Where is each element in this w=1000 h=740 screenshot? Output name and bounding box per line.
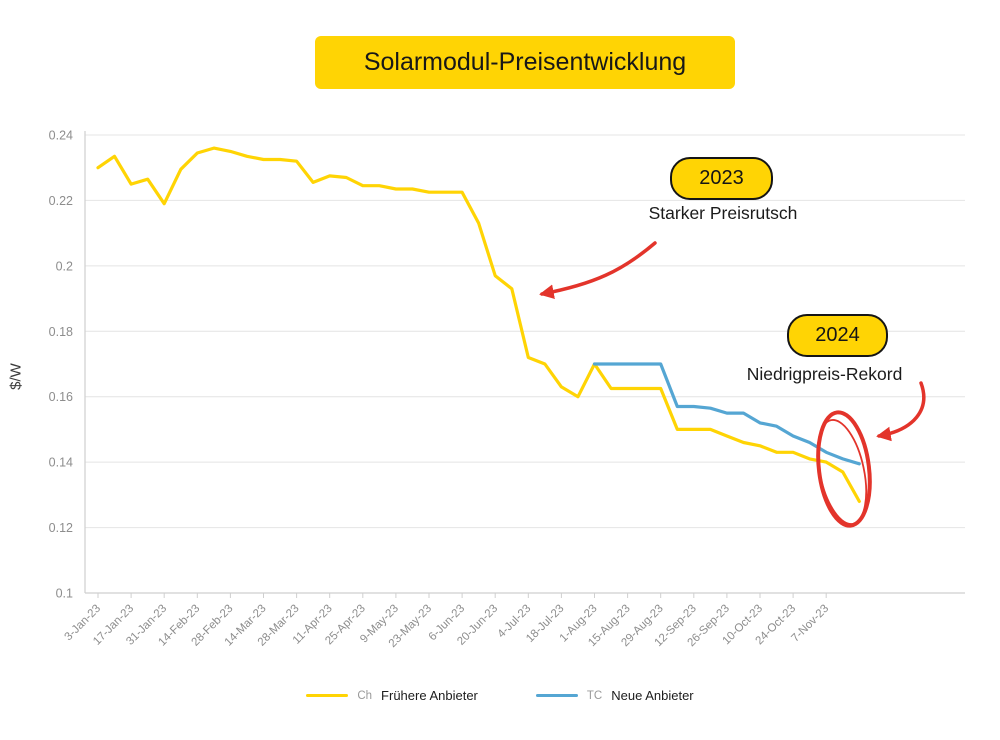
y-tick-label: 0.16 <box>49 390 73 404</box>
page-title: Solarmodul-Preisentwicklung <box>315 36 735 89</box>
y-tick-label: 0.22 <box>49 194 73 208</box>
record-low-circle-inner <box>816 419 868 525</box>
legend-item-neue-anbieter[interactable]: TC Neue Anbieter <box>535 688 694 703</box>
legend-label-neue: Neue Anbieter <box>611 688 694 703</box>
legend: Ch Frühere Anbieter TC Neue Anbieter <box>0 688 1000 703</box>
badge-2023-text: 2023 <box>699 167 744 189</box>
legend-swatch-blue <box>535 694 578 697</box>
y-tick-label: 0.1 <box>56 587 73 601</box>
series-line-TC <box>592 362 861 466</box>
legend-label-fruehere: Frühere Anbieter <box>381 688 478 703</box>
series-line-Ch <box>96 146 861 503</box>
y-tick-label: 0.2 <box>56 259 73 273</box>
y-tick-label: 0.12 <box>49 521 73 535</box>
annotation-2024-text: Niedrigpreis-Rekord <box>746 364 903 384</box>
annotation-2023-text: Starker Preisrutsch <box>648 203 798 223</box>
y-tick-label: 0.14 <box>49 456 73 470</box>
badge-2024-text: 2024 <box>815 324 860 346</box>
badge-2023: 2023 <box>670 157 773 200</box>
series-lines <box>96 146 861 503</box>
y-tick-label: 0.18 <box>49 325 73 339</box>
y-tick-label: 0.24 <box>49 129 73 143</box>
annotation-shapes <box>539 241 926 528</box>
arrow-2023 <box>539 241 657 299</box>
legend-key-tc: TC <box>586 689 603 702</box>
arrow-2024 <box>876 381 926 442</box>
legend-swatch-yellow <box>306 694 349 697</box>
legend-key-ch: Ch <box>357 689 373 702</box>
badge-2024: 2024 <box>787 314 888 357</box>
page-title-text: Solarmodul-Preisentwicklung <box>363 48 687 76</box>
legend-item-fruehere-anbieter[interactable]: Ch Frühere Anbieter <box>306 688 478 703</box>
